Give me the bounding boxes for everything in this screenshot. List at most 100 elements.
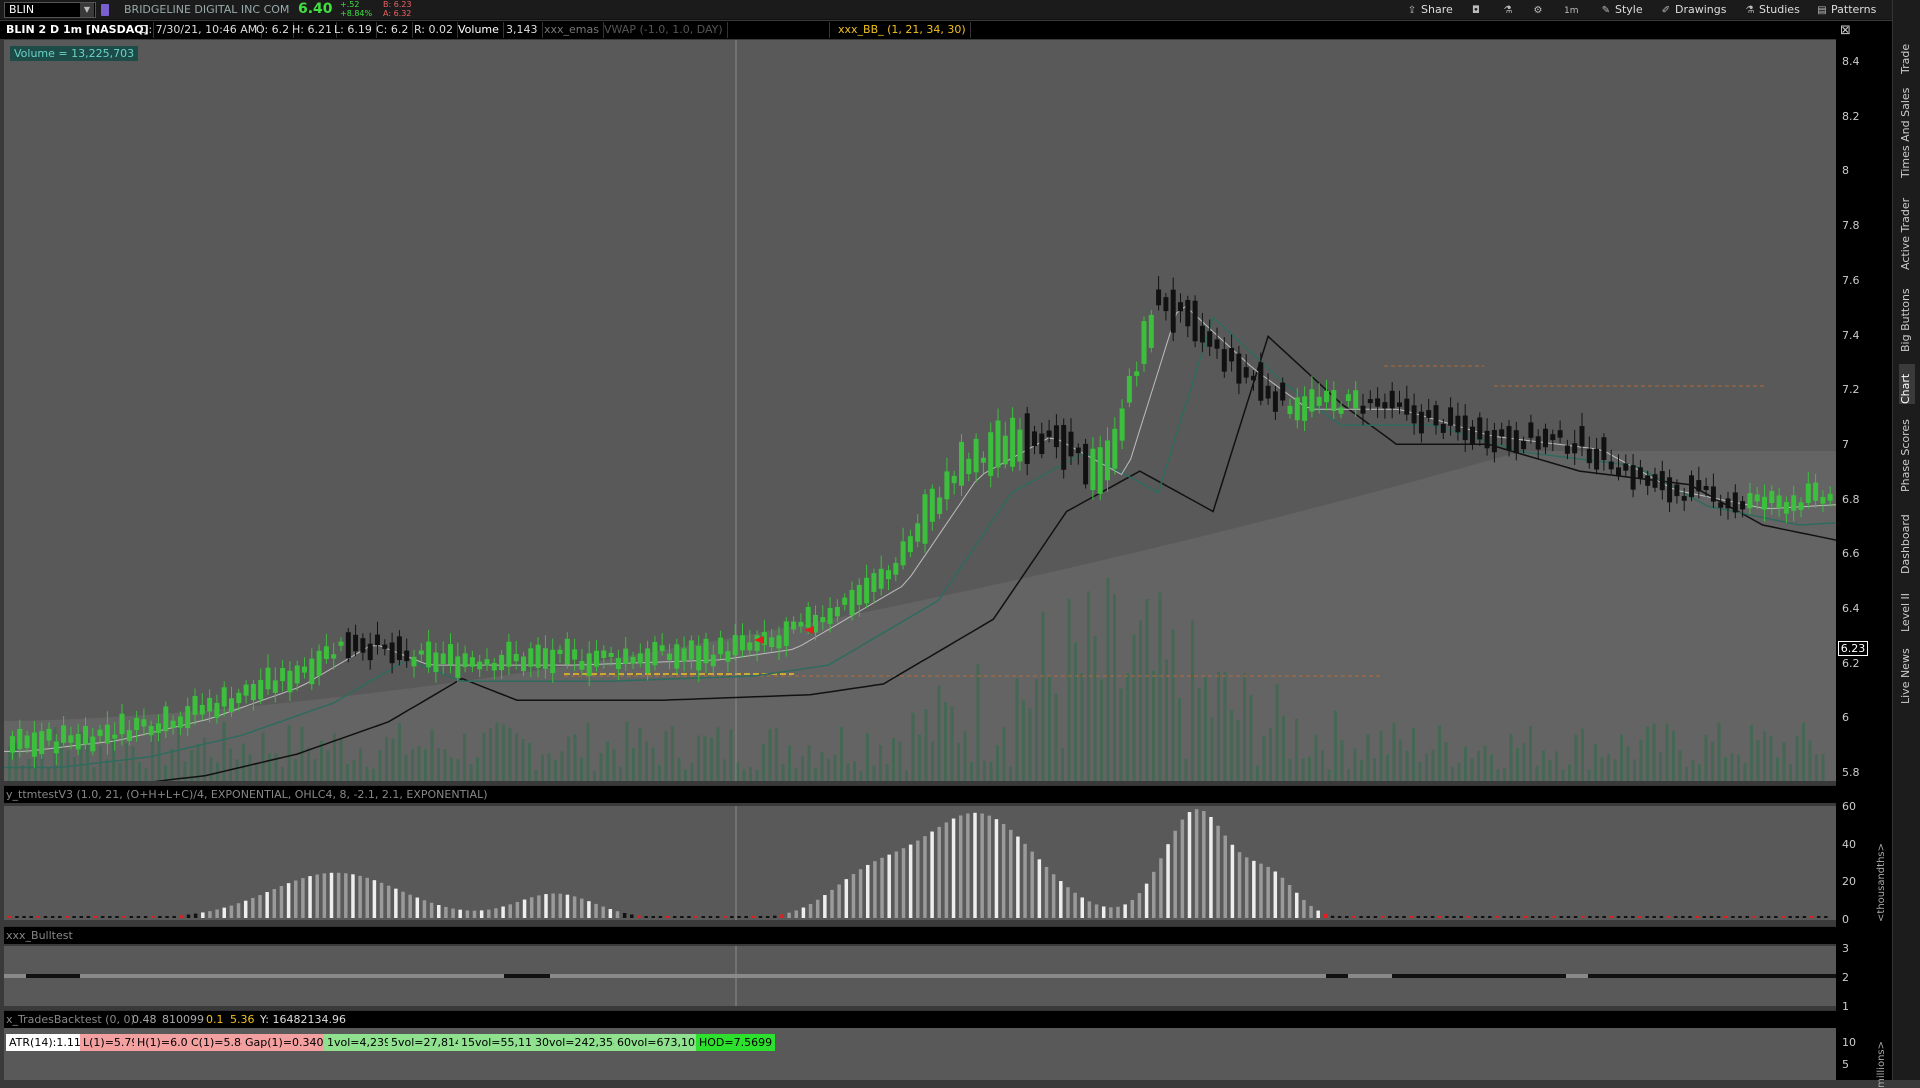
ttm-histogram-canvas[interactable]: [4, 806, 1836, 920]
timeframe-button[interactable]: 1m: [1564, 2, 1579, 18]
ttm-histogram-bar: [1237, 852, 1242, 918]
ttm-histogram-bar: [1252, 860, 1256, 918]
volume-bar: [1594, 744, 1597, 781]
bookmark-icon[interactable]: [101, 4, 109, 16]
volume-bar: [664, 731, 668, 781]
screenshot-button[interactable]: ◘: [1470, 2, 1485, 18]
ttm-pane[interactable]: [4, 806, 1836, 920]
bull-tick-label: 2: [1842, 971, 1849, 984]
volume-bar: [1503, 767, 1506, 781]
volume-bar: [333, 733, 336, 781]
bulltest-canvas[interactable]: [4, 946, 1836, 1006]
candle-body: [550, 649, 556, 674]
symbol-input[interactable]: BLIN: [4, 2, 96, 18]
volume-bar: [1197, 688, 1201, 781]
vwap-study-label[interactable]: VWAP (-1.0, 1.0, DAY): [600, 22, 728, 38]
volume-bar: [125, 742, 128, 781]
side-tab-phase-scores[interactable]: Phase Scores: [1899, 419, 1912, 492]
candle-body: [710, 654, 716, 667]
ttm-histogram-bar: [1824, 916, 1828, 918]
backtest-chip: L(1)=5.79: [80, 1034, 142, 1051]
price-tick-label: 7.2: [1842, 383, 1860, 397]
ttm-histogram-bar: [1545, 916, 1549, 918]
ttm-histogram-bar: [873, 861, 877, 918]
candle-body: [265, 667, 271, 690]
ttm-histogram-bar: [429, 902, 434, 918]
bull-study-label[interactable]: xxx_Bulltest: [6, 929, 73, 942]
volume-bar: [541, 754, 544, 781]
candle-body: [856, 584, 862, 605]
price-chart-canvas[interactable]: [4, 40, 1836, 781]
volume-bar: [1678, 750, 1682, 781]
volume-bar: [1704, 734, 1708, 781]
studies-button[interactable]: ⚗ Studies: [1744, 2, 1800, 18]
volume-bar: [1750, 724, 1753, 781]
side-tab-times-and-sales[interactable]: Times And Sales: [1899, 87, 1912, 178]
ttm-histogram-bar: [894, 851, 899, 918]
ema-slow-line: [153, 335, 1836, 781]
candle-body: [834, 607, 840, 617]
ttm-tick-label: 0: [1842, 912, 1849, 926]
volume-bar: [79, 731, 83, 781]
volume-bar: [625, 721, 629, 781]
style-button[interactable]: ✎ Style: [1600, 2, 1643, 18]
flask-button[interactable]: ⚗: [1502, 2, 1517, 18]
ttm-histogram-bar: [386, 885, 391, 918]
patterns-button[interactable]: ▤ Patterns: [1816, 2, 1876, 18]
volume-bar: [170, 748, 174, 781]
candle-body: [1506, 426, 1512, 451]
candle-body: [382, 644, 388, 649]
volume-bar: [1522, 743, 1526, 781]
side-tab-active-trader[interactable]: Active Trader: [1899, 197, 1912, 270]
drawings-button[interactable]: ✐ Drawings: [1660, 2, 1727, 18]
ttm-histogram-bar: [501, 906, 505, 918]
volume-bar: [47, 767, 50, 781]
candle-body: [513, 653, 519, 662]
ttm-study-label[interactable]: y_ttmtestV3 (1.0, 21, (O+H+L+C)/4, EXPON…: [6, 788, 488, 801]
volume-bar: [1386, 754, 1389, 781]
ttm-histogram-bar: [1395, 916, 1399, 918]
volume-bar: [398, 723, 401, 781]
trades-study-label[interactable]: x_TradesBacktest (0, 0): [6, 1013, 135, 1026]
volume-bar: [131, 746, 135, 781]
bid-ask: B: 6.23 A: 6.32: [383, 0, 412, 18]
timeframe-label: 1m: [1564, 6, 1579, 16]
price-chart-pane[interactable]: Volume = 13,225,703: [4, 40, 1836, 781]
candle-body: [1404, 398, 1410, 415]
candle-body: [1484, 430, 1490, 449]
volume-bar: [697, 735, 700, 781]
side-tab-dashboard[interactable]: Dashboard: [1899, 514, 1912, 574]
side-tab-chart[interactable]: Chart: [1899, 364, 1915, 404]
share-button[interactable]: ⇪ Share: [1406, 2, 1453, 18]
symbol-dropdown-icon[interactable]: ▼: [80, 3, 94, 17]
ttm-histogram-bar: [987, 815, 992, 918]
volume-bar: [586, 723, 590, 781]
ttm-histogram-bar: [1030, 851, 1034, 918]
change-percent: +8.84%: [340, 9, 373, 18]
candle-body: [842, 597, 848, 605]
settings-button[interactable]: ⚙: [1532, 2, 1547, 18]
volume-bar: [1243, 673, 1246, 781]
candle-body: [535, 644, 541, 668]
bb-study-label[interactable]: xxx_BB_ (1, 21, 34, 30): [834, 22, 971, 38]
ttm-histogram-bar: [966, 813, 970, 918]
side-tab-trade[interactable]: Trade: [1899, 43, 1912, 74]
emas-study-label[interactable]: xxx_emas: [540, 22, 604, 38]
volume-study-label[interactable]: Volume: [454, 22, 504, 38]
bulltest-pane[interactable]: [4, 946, 1836, 1006]
candle-body: [1732, 492, 1738, 513]
candle-body: [156, 723, 161, 733]
ttm-histogram-bar: [708, 916, 713, 918]
side-tab-level-ii[interactable]: Level II: [1899, 592, 1912, 632]
candle-body: [426, 641, 432, 668]
backtest-chip: 5vol=27,814: [388, 1034, 466, 1051]
side-tab-live-news[interactable]: Live News: [1899, 648, 1912, 704]
price-scale[interactable]: 8.4 8.2 8 7.8 7.6 7.4 7.2 7 6.8 6.6 6.4 6.2 6 5.8 60 4…: [1836, 21, 1892, 1088]
candle-body: [1564, 445, 1570, 454]
candle-body: [1521, 440, 1527, 450]
volume-bar: [853, 761, 856, 781]
side-tab-big-buttons[interactable]: Big Buttons: [1899, 288, 1912, 352]
ttm-histogram-bar: [980, 813, 984, 918]
zoom-icon[interactable]: ⊠: [1840, 23, 1851, 38]
hidden-study-label[interactable]: [718, 22, 830, 38]
